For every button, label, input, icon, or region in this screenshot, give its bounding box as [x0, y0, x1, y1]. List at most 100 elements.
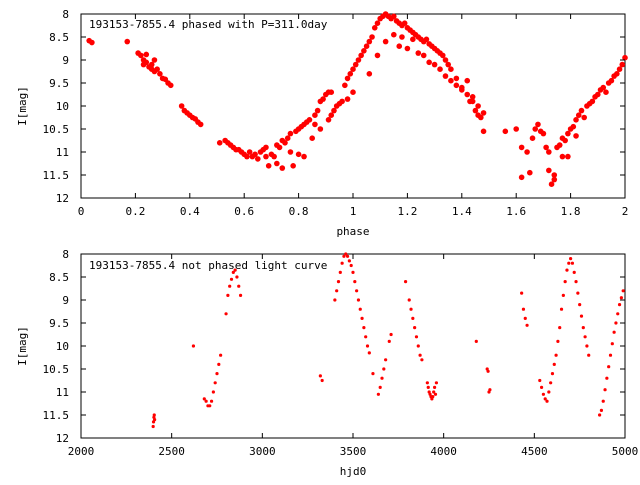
data-point [570, 123, 577, 130]
data-point [567, 261, 571, 265]
data-point [364, 335, 368, 339]
data-point [554, 353, 558, 357]
data-point [437, 66, 443, 72]
data-point [151, 424, 155, 429]
data-point [538, 378, 542, 383]
data-point [608, 353, 613, 357]
data-point [154, 66, 160, 72]
data-point [371, 372, 375, 376]
data-point [287, 130, 294, 137]
data-point [317, 126, 324, 132]
data-point [344, 75, 351, 82]
data-point [349, 263, 353, 268]
data-point [426, 59, 432, 66]
data-point [559, 307, 564, 311]
data-point [532, 126, 539, 132]
data-point [411, 316, 415, 320]
data-point [152, 413, 156, 417]
data-point [167, 82, 174, 89]
y-tick-label: 11 [56, 386, 69, 399]
data-point [347, 71, 354, 77]
data-point [338, 270, 342, 274]
data-point [518, 144, 525, 151]
plot-frame [80, 13, 626, 199]
data-point [361, 48, 367, 54]
data-point [622, 54, 628, 61]
data-point [529, 135, 536, 141]
data-point [513, 126, 519, 132]
data-point [579, 314, 584, 318]
x-axis-label: phase [336, 225, 369, 238]
y-axis-label: I[mag] [16, 86, 29, 126]
data-point [401, 20, 408, 27]
data-point [238, 293, 243, 297]
data-point [410, 36, 416, 43]
data-point [570, 261, 575, 265]
data-point [573, 117, 579, 123]
y-axis-label: I[mag] [16, 326, 29, 366]
data-point [244, 153, 250, 160]
data-point [287, 149, 294, 155]
data-point [356, 298, 361, 302]
data-point [565, 268, 569, 272]
data-point [518, 174, 525, 181]
x-tick-label: 1.8 [561, 205, 581, 218]
data-point [459, 84, 465, 91]
data-point [143, 59, 150, 66]
data-point [543, 397, 547, 401]
data-point [178, 103, 185, 109]
data-point [601, 399, 605, 403]
data-point [366, 71, 373, 77]
data-point [524, 149, 530, 155]
data-point [616, 312, 620, 316]
data-point [565, 130, 571, 137]
data-point [409, 307, 413, 311]
data-point [89, 39, 95, 46]
data-point [215, 372, 219, 376]
x-tick-label: 4000 [430, 445, 457, 458]
data-point [369, 34, 375, 40]
data-point [425, 381, 429, 385]
data-point [442, 73, 449, 79]
data-point [621, 289, 625, 293]
data-point [333, 298, 337, 302]
data-point [282, 140, 288, 146]
data-point [558, 326, 562, 330]
x-tick-label: 0.8 [289, 205, 309, 218]
x-tick-label: 1.6 [506, 205, 526, 218]
data-point [399, 34, 405, 40]
y-tick-label: 10.5 [43, 363, 70, 376]
y-tick-label: 8 [62, 248, 69, 261]
data-point [314, 107, 321, 114]
data-point [552, 362, 556, 366]
data-point [551, 172, 558, 178]
data-point [340, 261, 344, 265]
data-point [561, 293, 565, 297]
data-point [426, 385, 430, 389]
data-point [209, 399, 214, 403]
data-point [480, 110, 487, 116]
data-point [548, 181, 555, 187]
data-point [309, 135, 316, 141]
data-point [464, 91, 471, 98]
data-point [389, 332, 393, 337]
data-point [355, 57, 362, 63]
y-tick-label: 8 [62, 8, 69, 21]
data-point [384, 358, 388, 362]
data-point [233, 268, 237, 272]
y-tick-label: 12 [56, 432, 69, 445]
x-axis-ticks: 0 0.2 0.4 0.6 0.8 1 1.2 1.4 1.6 1.8 2 [78, 14, 628, 218]
x-tick-label: 1 [350, 205, 357, 218]
data-point [587, 353, 591, 357]
data-point [502, 128, 509, 135]
data-point [345, 254, 350, 258]
data-point [474, 339, 478, 343]
data-point [467, 98, 473, 105]
data-point [433, 385, 437, 389]
data-point [213, 381, 217, 385]
data-point [276, 144, 283, 151]
data-point [559, 153, 566, 160]
y-tick-label: 9.5 [49, 77, 69, 90]
data-point [431, 61, 438, 68]
data-point [263, 153, 269, 160]
